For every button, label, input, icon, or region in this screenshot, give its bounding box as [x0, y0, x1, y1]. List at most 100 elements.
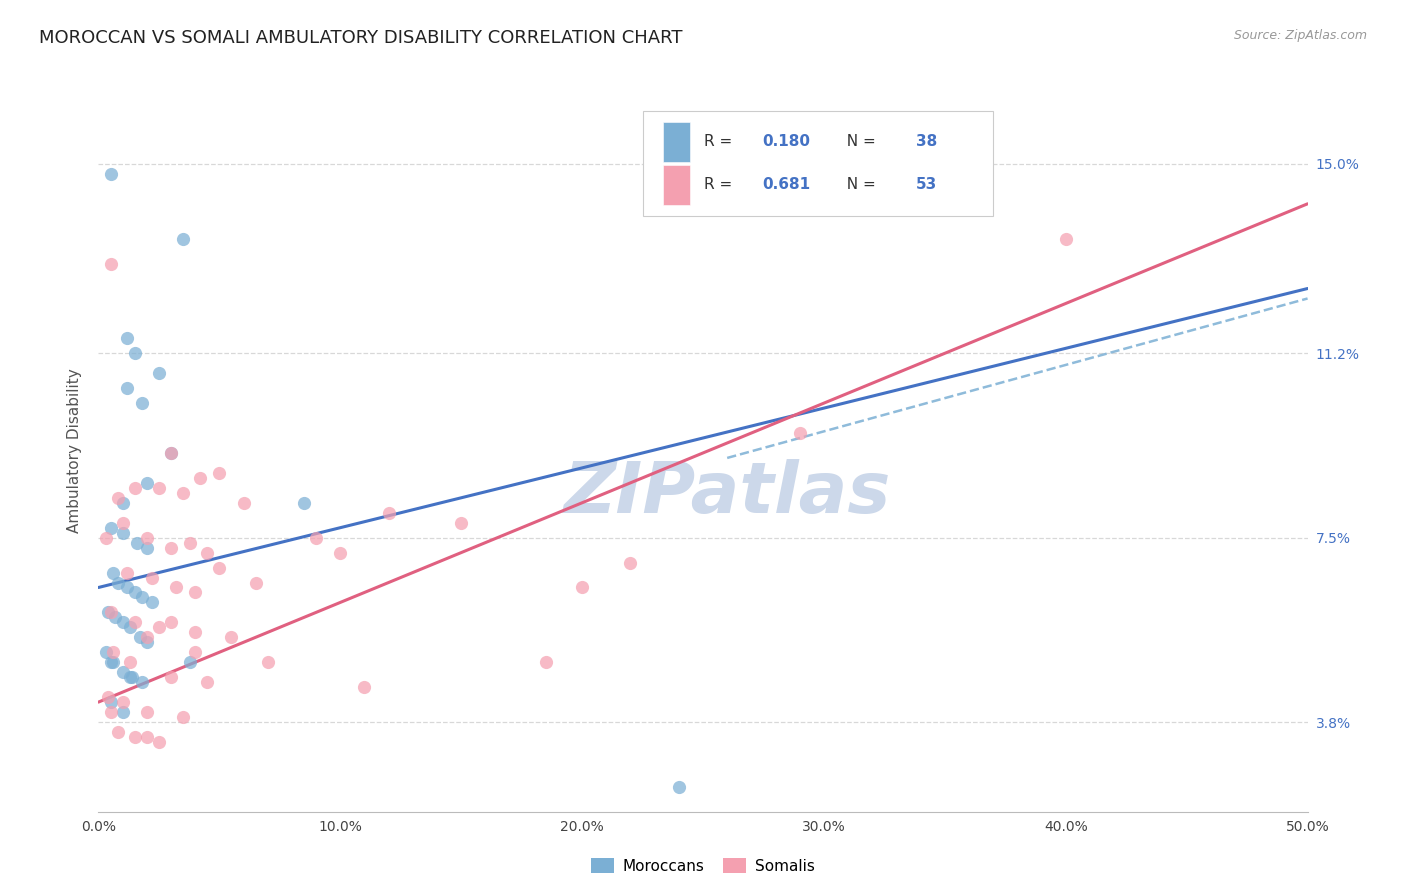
Y-axis label: Ambulatory Disability: Ambulatory Disability [67, 368, 83, 533]
FancyBboxPatch shape [664, 165, 690, 204]
Point [100, 606, 122, 620]
Point [94, 531, 117, 545]
Point [121, 670, 143, 684]
Point [111, 695, 134, 709]
Point [148, 735, 170, 749]
Point [208, 560, 231, 574]
Point [135, 635, 157, 649]
Point [111, 665, 134, 680]
Point [117, 566, 139, 580]
Point [101, 655, 124, 669]
Point [124, 481, 146, 495]
Point [118, 655, 141, 669]
Text: 0.180: 0.180 [762, 135, 810, 149]
Point [101, 645, 124, 659]
Point [135, 541, 157, 555]
Point [789, 425, 811, 440]
Point [111, 516, 134, 530]
Point [292, 496, 315, 510]
Point [100, 705, 122, 719]
Point [141, 570, 163, 584]
Point [1054, 232, 1077, 246]
Point [111, 525, 134, 540]
Text: N =: N = [837, 178, 880, 192]
Point [195, 675, 218, 690]
Point [131, 675, 153, 690]
Text: R =: R = [704, 135, 737, 149]
Point [184, 625, 207, 640]
Point [377, 506, 399, 520]
Point [118, 670, 141, 684]
Point [124, 585, 146, 599]
Point [97, 606, 120, 620]
Point [245, 575, 267, 590]
Point [571, 581, 593, 595]
Point [221, 630, 243, 644]
Point [160, 670, 183, 684]
Point [131, 591, 153, 605]
Point [100, 167, 122, 181]
Point [124, 346, 146, 360]
Text: Source: ZipAtlas.com: Source: ZipAtlas.com [1233, 29, 1367, 42]
Point [117, 581, 139, 595]
Point [111, 705, 134, 719]
Point [117, 331, 139, 345]
Point [232, 496, 254, 510]
Point [100, 257, 122, 271]
Text: 38: 38 [915, 135, 936, 149]
Point [135, 475, 157, 490]
Point [148, 366, 170, 380]
Point [100, 655, 122, 669]
Text: 0.681: 0.681 [762, 178, 810, 192]
Point [160, 541, 183, 555]
Point [534, 655, 557, 669]
Point [172, 232, 194, 246]
Point [111, 615, 134, 630]
Point [184, 585, 207, 599]
Point [111, 496, 134, 510]
Point [160, 446, 183, 460]
Point [135, 630, 157, 644]
Point [450, 516, 472, 530]
Point [172, 710, 194, 724]
Point [179, 655, 201, 669]
Point [208, 466, 231, 480]
Point [160, 446, 183, 460]
Text: 53: 53 [915, 178, 936, 192]
Text: MOROCCAN VS SOMALI AMBULATORY DISABILITY CORRELATION CHART: MOROCCAN VS SOMALI AMBULATORY DISABILITY… [39, 29, 683, 46]
FancyBboxPatch shape [643, 111, 993, 216]
Point [118, 620, 141, 634]
Point [104, 610, 127, 624]
Point [165, 581, 187, 595]
Point [128, 630, 150, 644]
Point [160, 615, 183, 630]
Point [179, 535, 201, 549]
Point [100, 695, 122, 709]
Point [256, 655, 278, 669]
Point [117, 381, 139, 395]
Point [135, 705, 157, 719]
Point [148, 620, 170, 634]
Point [101, 566, 124, 580]
Point [107, 491, 129, 505]
Point [124, 730, 146, 744]
Point [195, 546, 218, 560]
Point [127, 535, 149, 549]
Point [619, 556, 641, 570]
Point [329, 546, 352, 560]
Point [124, 615, 146, 630]
Point [188, 471, 211, 485]
Point [135, 730, 157, 744]
Point [107, 575, 129, 590]
Point [148, 481, 170, 495]
Text: ZIPatlas: ZIPatlas [564, 459, 891, 528]
Point [131, 396, 153, 410]
Point [172, 485, 194, 500]
Text: R =: R = [704, 178, 737, 192]
Point [668, 780, 690, 794]
Point [94, 645, 117, 659]
Point [97, 690, 120, 705]
Point [141, 595, 163, 609]
Point [107, 725, 129, 739]
Text: N =: N = [837, 135, 880, 149]
